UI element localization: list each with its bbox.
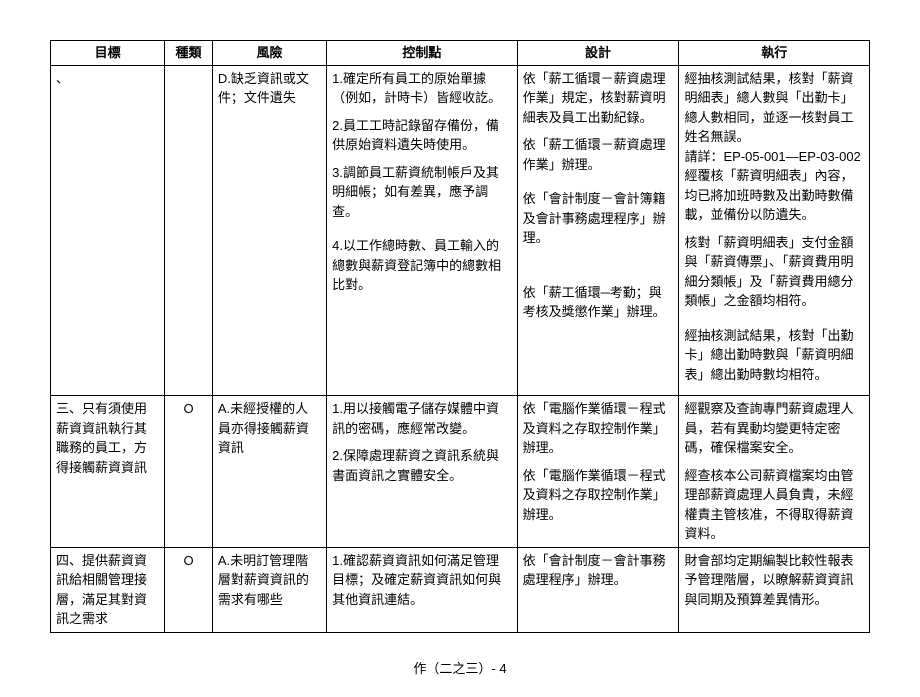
design-item: 依「薪工循環－薪資處理作業」規定，核對薪資明細表及員工出勤紀錄。 — [523, 69, 674, 128]
table-row: 四、提供薪資資訊給相關管理接層，滿足其對資訊之需求 O A.未明訂管理階層對薪資… — [51, 547, 870, 632]
exec-item: 財會部均定期編製比較性報表予管理階層，以瞭解薪資資訊與同期及預算差異情形。 — [684, 551, 864, 610]
cell-target: 四、提供薪資資訊給相關管理接層，滿足其對資訊之需求 — [51, 547, 165, 632]
cell-type — [165, 65, 213, 396]
design-item: 依「薪工循環－薪資處理作業」辦理。 — [523, 135, 674, 174]
header-control: 控制點 — [327, 41, 517, 66]
cell-target: 三、只有須使用薪資資訊執行其職務的員工，方得接觸薪資資訊 — [51, 396, 165, 548]
cell-exec: 經抽核測試結果，核對「薪資明細表」總人數與「出勤卡」總人數相同，並逐一核對員工姓… — [679, 65, 870, 396]
design-item: 依「電腦作業循環－程式及資料之存取控制作業」辦理。 — [523, 399, 674, 458]
control-item: 3.調節員工薪資統制帳戶及其明細帳；如有差異，應予調查。 — [332, 163, 511, 222]
cell-type: O — [165, 547, 213, 632]
design-item: 依「電腦作業循環－程式及資料之存取控制作業」辦理。 — [523, 466, 674, 525]
cell-target: 、 — [51, 65, 165, 396]
cell-risk: D.缺乏資訊或文件；文件遺失 — [212, 65, 326, 396]
cell-risk: A.未經授權的人員亦得接觸薪資資訊 — [212, 396, 326, 548]
exec-item: 經觀察及查詢專門薪資處理人員，若有異動均變更特定密碼，確保檔案安全。 — [684, 399, 864, 458]
header-risk: 風險 — [212, 41, 326, 66]
header-target: 目標 — [51, 41, 165, 66]
design-item: 依「會計制度－會計簿籍及會計事務處理程序」辦理。 — [523, 189, 674, 248]
header-design: 設計 — [517, 41, 679, 66]
exec-item: 經覆核「薪資明細表」內容，均已將加班時數及出勤時數備載，並備份以防遺失。 — [684, 166, 864, 225]
cell-design: 依「薪工循環－薪資處理作業」規定，核對薪資明細表及員工出勤紀錄。 依「薪工循環－… — [517, 65, 679, 396]
exec-item: 核對「薪資明細表」支付金額與「薪資傳票」、「薪資費用明細分類帳」及「薪資費用總分… — [684, 233, 864, 311]
design-item: 依「薪工循環─考勤；與考核及獎懲作業」辦理。 — [523, 283, 674, 322]
page-footer: 作（二之三）- 4 — [50, 658, 870, 677]
header-row: 目標 種類 風險 控制點 設計 執行 — [51, 41, 870, 66]
header-exec: 執行 — [679, 41, 870, 66]
control-item: 2.保障處理薪資之資訊系統與書面資訊之實體安全。 — [332, 446, 511, 485]
exec-ref: 請詳：EP-05-001—EP-03-002 — [684, 147, 864, 167]
cell-design: 依「會計制度－會計事務處理程序」辦理。 — [517, 547, 679, 632]
control-item: 4.以工作總時數、員工輸入的總數與薪資登記簿中的總數相比對。 — [332, 236, 511, 295]
cell-risk: A.未明訂管理階層對薪資資訊的需求有哪些 — [212, 547, 326, 632]
cell-control: 1.確認薪資資訊如何滿足管理目標；及確定薪資資訊如何與其他資訊連結。 — [327, 547, 517, 632]
exec-item: 經抽核測試結果，核對「薪資明細表」總人數與「出勤卡」總人數相同，並逐一核對員工姓… — [684, 69, 864, 147]
control-item: 2.員工工時記錄留存備份，備供原始資料遺失時使用。 — [332, 116, 511, 155]
cell-exec: 經觀察及查詢專門薪資處理人員，若有異動均變更特定密碼，確保檔案安全。 經查核本公… — [679, 396, 870, 548]
cell-type: O — [165, 396, 213, 548]
table-row: 三、只有須使用薪資資訊執行其職務的員工，方得接觸薪資資訊 O A.未經授權的人員… — [51, 396, 870, 548]
exec-item: 經抽核測試結果，核對「出勤卡」總出勤時數與「薪資明細表」總出勤時數均相符。 — [684, 326, 864, 385]
table-row: 、 D.缺乏資訊或文件；文件遺失 1.確定所有員工的原始單據（例如，計時卡）皆經… — [51, 65, 870, 396]
cell-control: 1.確定所有員工的原始單據（例如，計時卡）皆經收訖。 2.員工工時記錄留存備份，… — [327, 65, 517, 396]
control-item: 1.確定所有員工的原始單據（例如，計時卡）皆經收訖。 — [332, 69, 511, 108]
cell-exec: 財會部均定期編製比較性報表予管理階層，以瞭解薪資資訊與同期及預算差異情形。 — [679, 547, 870, 632]
design-item: 依「會計制度－會計事務處理程序」辦理。 — [523, 551, 674, 590]
control-table: 目標 種類 風險 控制點 設計 執行 、 D.缺乏資訊或文件；文件遺失 1.確定… — [50, 40, 870, 633]
exec-item: 經查核本公司薪資檔案均由管理部薪資處理人員負責，未經權責主管核准，不得取得薪資資… — [684, 466, 864, 544]
cell-design: 依「電腦作業循環－程式及資料之存取控制作業」辦理。 依「電腦作業循環－程式及資料… — [517, 396, 679, 548]
control-item: 1.確認薪資資訊如何滿足管理目標；及確定薪資資訊如何與其他資訊連結。 — [332, 551, 511, 610]
cell-control: 1.用以接觸電子儲存媒體中資訊的密碼，應經常改變。 2.保障處理薪資之資訊系統與… — [327, 396, 517, 548]
header-type: 種類 — [165, 41, 213, 66]
control-item: 1.用以接觸電子儲存媒體中資訊的密碼，應經常改變。 — [332, 399, 511, 438]
